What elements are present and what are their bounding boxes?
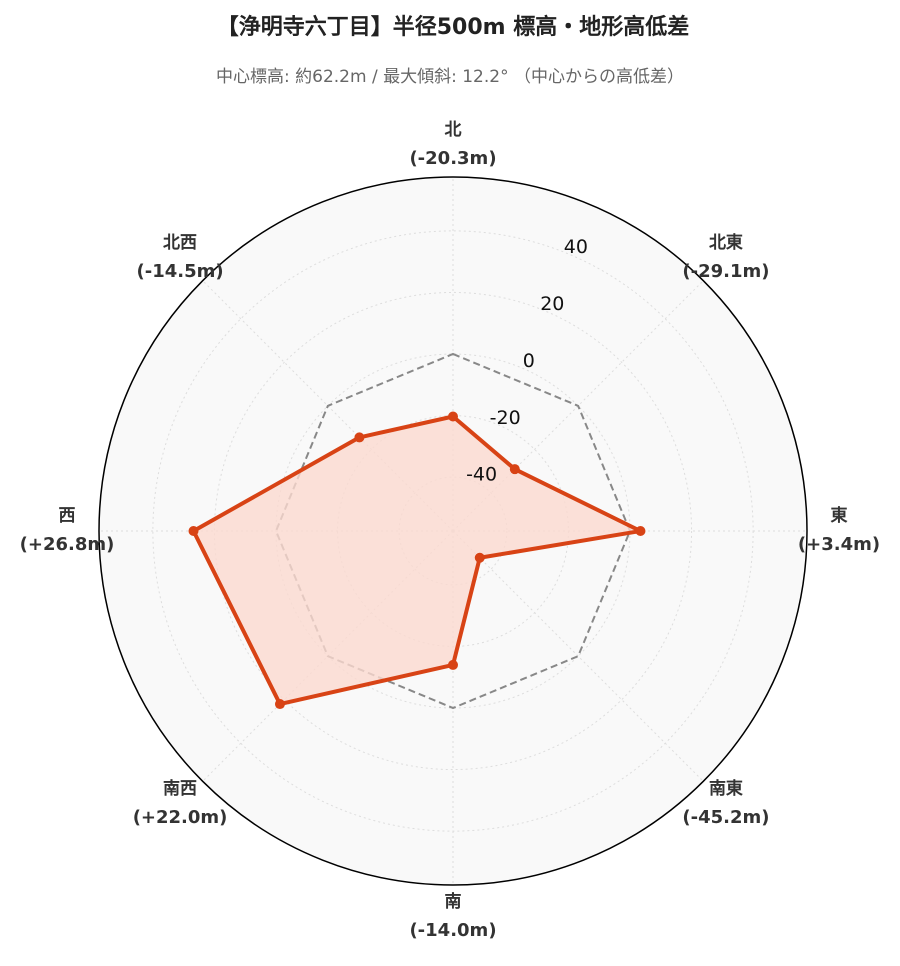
chart-subtitle: 中心標高: 約62.2m / 最大傾斜: 12.2° （中心からの高低差） [216,67,684,87]
r-tick-label: 40 [564,236,588,258]
data-point [274,699,285,710]
data-point [354,432,365,443]
category-label: 東 [831,505,848,526]
data-point [448,411,458,422]
plot-border [98,176,808,886]
category-label: 南西 [163,778,197,799]
value-label: (+22.0m) [133,807,228,828]
data-point [188,526,199,536]
value-label: (-29.1m) [682,261,769,282]
value-label: (-20.3m) [409,148,496,169]
category-label: 西 [59,506,76,526]
r-tick-label: -40 [466,464,497,486]
category-label: 北 [445,120,462,140]
value-label: (-14.5m) [137,261,224,282]
value-label: (-45.2m) [682,807,769,828]
category-label: 南東 [709,778,743,799]
spoke [452,530,704,782]
chart-title: 【浄明寺六丁目】半径500m 標高・地形高低差 [217,14,690,40]
r-tick-label: -20 [490,407,521,429]
data-point [448,659,458,670]
grid-circle [213,291,693,771]
data-point [509,464,520,475]
reference-line [274,352,632,710]
data-point [635,526,646,536]
category-label: 南 [445,891,462,912]
value-label: (+26.8m) [20,534,115,555]
category-label: 北西 [163,233,197,253]
r-tick-label: 0 [523,350,535,372]
data-point [474,552,485,563]
r-tick-label: 20 [540,293,564,315]
value-label: (+3.4m) [798,534,880,555]
category-label: 北東 [709,232,743,253]
value-label: (-14.0m) [409,920,496,941]
